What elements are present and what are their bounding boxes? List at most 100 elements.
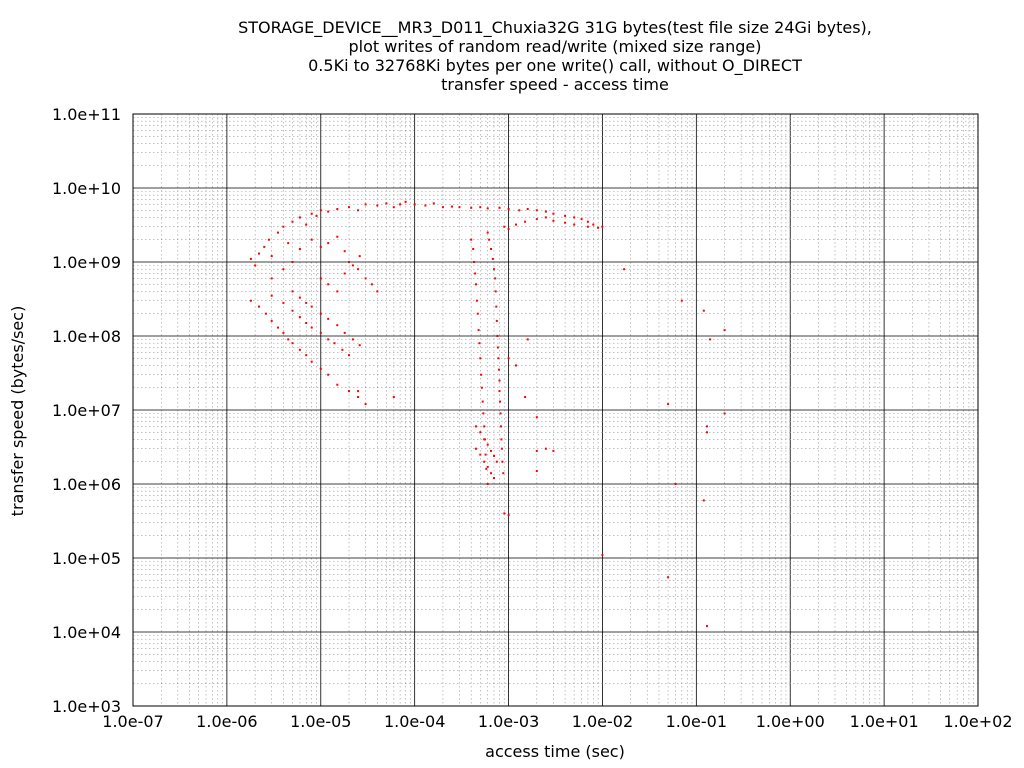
y-tick-label: 1.0e+09: [52, 253, 121, 272]
data-point: [501, 460, 504, 463]
data-point: [291, 290, 294, 293]
data-point: [586, 225, 589, 228]
x-tick-labels: 1.0e-07 1.0e-06 1.0e-05 1.0e-04 1.0e-03 1.0e-…: [102, 712, 1012, 731]
data-point: [348, 354, 350, 357]
data-point: [479, 206, 482, 209]
data-point: [348, 206, 350, 209]
data-point: [498, 379, 501, 382]
x-axis-label: access time (sec): [485, 742, 625, 761]
data-point: [573, 216, 576, 219]
data-point: [580, 218, 583, 221]
data-point: [674, 483, 677, 485]
grid: [132, 113, 979, 707]
data-point: [706, 425, 708, 428]
data-point: [544, 216, 547, 219]
data-point: [358, 344, 361, 347]
data-point: [351, 338, 354, 341]
data-point: [723, 412, 726, 415]
data-point: [343, 272, 346, 275]
data-point: [343, 250, 346, 253]
data-point: [376, 290, 379, 293]
data-point: [500, 425, 502, 428]
data-point: [564, 214, 567, 217]
data-point: [515, 223, 517, 226]
y-tick-label: 1.0e+10: [52, 179, 121, 198]
data-point: [498, 390, 501, 393]
data-point: [319, 209, 322, 212]
y-tick-label: 1.0e+05: [52, 549, 121, 568]
data-point: [524, 396, 527, 398]
data-point: [490, 472, 492, 475]
data-point: [327, 283, 330, 286]
data-point: [491, 257, 494, 260]
data-point: [524, 220, 527, 223]
data-point: [348, 390, 350, 393]
data-point: [282, 301, 285, 304]
data-point: [480, 386, 483, 389]
data-point: [385, 202, 388, 205]
data-point: [702, 309, 705, 312]
plot-frame: [132, 113, 979, 707]
data-point: [441, 206, 444, 209]
data-point: [249, 299, 252, 302]
x-tick-label: 1.0e+01: [850, 712, 919, 731]
data-point: [424, 204, 427, 207]
data-point: [573, 223, 576, 226]
data-point: [319, 367, 322, 370]
data-point: [475, 299, 478, 302]
data-point: [623, 268, 626, 271]
data-point: [499, 400, 501, 403]
data-point: [706, 625, 708, 628]
data-point: [552, 449, 555, 452]
data-point: [488, 238, 491, 241]
data-point: [480, 373, 483, 376]
data-point: [291, 309, 294, 312]
data-point: [336, 290, 339, 293]
data-point: [319, 312, 322, 315]
data-point: [601, 553, 604, 556]
data-point: [507, 514, 510, 517]
data-points: [249, 200, 726, 628]
data-point: [305, 223, 308, 226]
data-point: [601, 225, 604, 228]
data-point: [298, 316, 301, 319]
data-point: [478, 342, 481, 345]
data-point: [486, 207, 489, 210]
data-point: [270, 294, 273, 297]
data-point: [348, 261, 350, 263]
data-point: [490, 248, 492, 250]
title-line-1: STORAGE_DEVICE__MR3_D011_Chuxia32G 31G b…: [238, 18, 872, 38]
data-point: [535, 218, 538, 221]
data-point: [494, 277, 497, 280]
data-point: [473, 261, 476, 263]
data-point: [586, 220, 589, 223]
data-point: [270, 277, 273, 280]
data-point: [484, 453, 487, 456]
data-point: [483, 425, 486, 428]
data-point: [319, 277, 322, 280]
data-point: [392, 206, 395, 209]
data-point: [498, 206, 501, 209]
data-point: [277, 231, 279, 234]
data-point: [336, 383, 339, 386]
data-point: [305, 354, 308, 357]
y-tick-label: 1.0e+11: [52, 105, 121, 124]
data-point: [336, 208, 339, 210]
data-point: [310, 238, 313, 241]
data-point: [291, 342, 294, 345]
y-tick-label: 1.0e+06: [52, 475, 121, 494]
data-point: [282, 331, 285, 334]
data-point: [270, 319, 273, 322]
data-point: [535, 449, 538, 452]
x-tick-label: 1.0e+02: [943, 712, 1012, 731]
data-point: [305, 322, 308, 324]
data-point: [481, 400, 484, 403]
data-point: [507, 357, 510, 360]
data-point: [336, 324, 339, 327]
data-point: [364, 203, 367, 206]
data-point: [535, 470, 538, 472]
data-point: [477, 329, 480, 332]
data-point: [503, 512, 506, 515]
x-tick-label: 1.0e-07: [102, 712, 163, 731]
